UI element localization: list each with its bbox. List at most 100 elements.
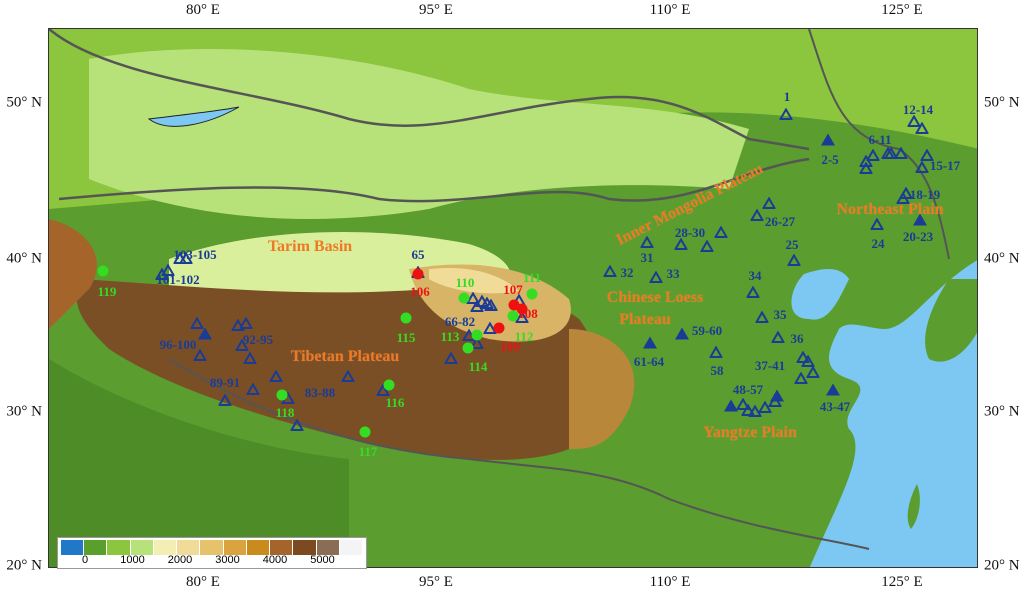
green-circle-site-icon [97,264,109,282]
open-triangle-site-icon [483,298,499,316]
open-triangle-site-icon [713,225,729,243]
green-circle-site-icon [507,309,519,327]
lat-tick-label-left: 50° N [6,94,42,111]
open-triangle-site-icon [745,285,761,303]
open-triangle-site-icon [793,371,809,389]
open-triangle-site-icon [192,348,208,366]
open-triangle-site-icon [906,114,922,132]
site-label: 58 [710,363,724,378]
site-label: 43-47 [819,399,851,414]
open-triangle-site-icon [648,270,664,288]
site-label: 83-88 [304,385,336,400]
region-label: Chinese Loess [606,289,704,306]
open-triangle-site-icon [469,299,485,317]
site-label: 28-30 [674,225,706,240]
open-triangle-site-icon [375,383,391,401]
filled-triangle-site-icon [723,399,739,418]
elevation-colorbar [61,540,364,555]
green-circle-site-icon [383,378,395,396]
lon-tick-label-bottom: 125° E [881,574,923,590]
green-circle-site-icon [526,287,538,305]
colorbar-swatch [316,540,340,555]
filled-triangle-site-icon [642,336,658,355]
open-triangle-site-icon [865,148,881,166]
terrain-map [48,28,978,568]
site-label: 48-57 [732,382,764,397]
site-label: 24 [871,236,885,251]
open-triangle-site-icon [482,321,498,339]
site-label: 2-5 [821,152,839,167]
region-label: Northeast Plain [836,201,944,218]
filled-triangle-site-icon [912,213,928,232]
site-label: 115 [396,330,416,345]
colorbar-swatch [339,540,364,555]
site-label: 61-64 [633,354,665,369]
open-triangle-site-icon [800,354,816,372]
site-label: 101-102 [156,272,200,287]
filled-triangle-site-icon [674,327,690,346]
open-triangle-site-icon [914,160,930,178]
open-triangle-site-icon [786,253,802,271]
open-triangle-site-icon [749,208,765,226]
site-label: 103-105 [173,247,217,262]
site-label: 36 [790,331,804,346]
site-label: 108 [518,306,538,321]
open-triangle-site-icon [770,330,786,348]
open-triangle-site-icon [869,217,885,235]
region-label: Tibetan Plateau [290,348,400,365]
open-triangle-site-icon [883,146,899,164]
open-triangle-site-icon [757,400,773,418]
lat-tick-label-right: 20° N [984,557,1020,574]
open-triangle-site-icon [217,393,233,411]
site-label: 106 [410,284,430,299]
site-label: 6-11 [868,132,892,147]
colorbar-swatch [246,540,271,555]
red-circle-site-icon [516,302,528,320]
colorbar-swatch [223,540,247,555]
open-triangle-site-icon [895,191,911,209]
open-triangle-site-icon [778,107,794,125]
site-label: 31 [640,250,654,265]
site-label: 15-17 [929,158,961,173]
site-label: 65 [411,247,425,262]
colorbar-swatch [270,540,294,555]
site-label: 26-27 [764,214,796,229]
colorbar-swatch [153,540,178,555]
colorbar-tick-label: 5000 [310,554,335,566]
open-triangle-site-icon [708,345,724,363]
site-label: 119 [97,284,117,299]
red-circle-site-icon [412,267,424,285]
lon-tick-label-top: 125° E [881,2,923,18]
site-label: 114 [468,359,488,374]
site-label: 107 [503,282,523,297]
open-triangle-site-icon [735,397,751,415]
colorbar-tick-label: 1000 [120,554,145,566]
site-label: 1 [783,89,791,104]
open-triangle-site-icon [795,350,811,368]
green-circle-site-icon [471,328,483,346]
lat-tick-label-right: 30° N [984,403,1020,420]
colorbar-tick-label: 4000 [262,554,288,566]
open-triangle-site-icon [238,316,254,334]
site-label: 32 [620,265,634,280]
lat-tick-label-left: 20° N [6,557,42,574]
colorbar-tick-label: 3000 [215,554,240,566]
site-label: 89-91 [209,375,241,390]
lat-tick-label-left: 30° N [6,403,42,420]
site-label: 18-19 [909,187,941,202]
lon-tick-label-top: 110° E [649,2,691,18]
open-triangle-site-icon [699,239,715,257]
open-triangle-site-icon [178,251,194,269]
open-triangle-site-icon [443,351,459,369]
lon-tick-label-bottom: 95° E [419,574,453,590]
site-label: 109 [500,339,520,354]
site-label: 25 [785,237,799,252]
open-triangle-site-icon [754,310,770,328]
site-label: 118 [275,405,295,420]
lat-tick-label-right: 50° N [984,94,1020,111]
region-label: Yangtze Plain [703,424,797,441]
colorbar-swatch [177,540,201,555]
terrain-background [49,29,977,567]
colorbar-tick-label: 0 [81,554,89,566]
green-circle-site-icon [276,388,288,406]
